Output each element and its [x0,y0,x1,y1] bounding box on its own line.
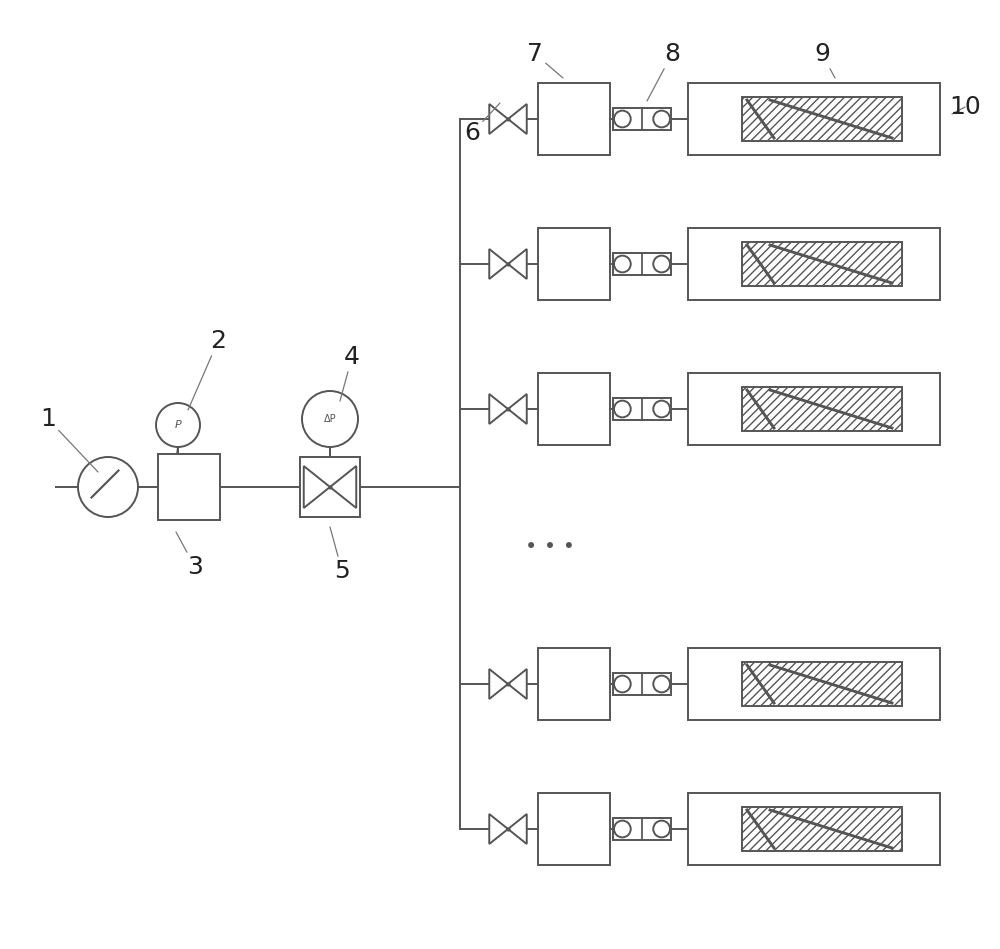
Circle shape [614,111,631,127]
Text: 7: 7 [527,42,563,78]
Bar [538,83,610,155]
Text: 9: 9 [814,42,835,78]
Bar [688,793,940,865]
Polygon shape [508,249,527,279]
Circle shape [653,400,670,418]
Bar [538,793,610,865]
Polygon shape [489,394,508,424]
Text: P: P [175,420,181,430]
Bar [613,673,671,695]
Bar [742,97,902,141]
Text: 5: 5 [330,527,350,583]
Bar [300,457,360,517]
Text: • • •: • • • [525,537,575,557]
Bar [742,662,902,706]
Bar [742,387,902,431]
Bar [688,373,940,445]
Text: 6: 6 [464,103,500,145]
Bar [613,818,671,840]
Text: 3: 3 [176,532,203,579]
Text: 10: 10 [949,95,981,119]
Text: ΔP: ΔP [324,414,336,424]
Circle shape [614,676,631,693]
Circle shape [302,391,358,447]
Polygon shape [508,104,527,134]
Bar [613,398,671,420]
Polygon shape [508,669,527,699]
Circle shape [78,457,138,517]
Bar [688,648,940,720]
Text: 1: 1 [40,407,98,472]
Circle shape [653,676,670,693]
Circle shape [653,111,670,127]
Polygon shape [489,104,508,134]
Polygon shape [508,394,527,424]
Circle shape [614,821,631,837]
Circle shape [653,821,670,837]
Polygon shape [489,669,508,699]
Text: 2: 2 [188,329,226,410]
Bar [613,108,671,130]
Text: 8: 8 [647,42,680,101]
Bar [742,807,902,851]
Bar [688,83,940,155]
Bar [613,253,671,275]
Circle shape [653,255,670,272]
Circle shape [614,255,631,272]
Bar [538,648,610,720]
Polygon shape [489,249,508,279]
Circle shape [156,403,200,447]
Bar [742,242,902,286]
Polygon shape [508,814,527,844]
Bar [158,454,220,520]
Polygon shape [330,466,356,508]
Bar [538,373,610,445]
Bar [538,228,610,300]
Text: 4: 4 [340,345,360,401]
Circle shape [614,400,631,418]
Bar [688,228,940,300]
Polygon shape [489,814,508,844]
Polygon shape [304,466,330,508]
